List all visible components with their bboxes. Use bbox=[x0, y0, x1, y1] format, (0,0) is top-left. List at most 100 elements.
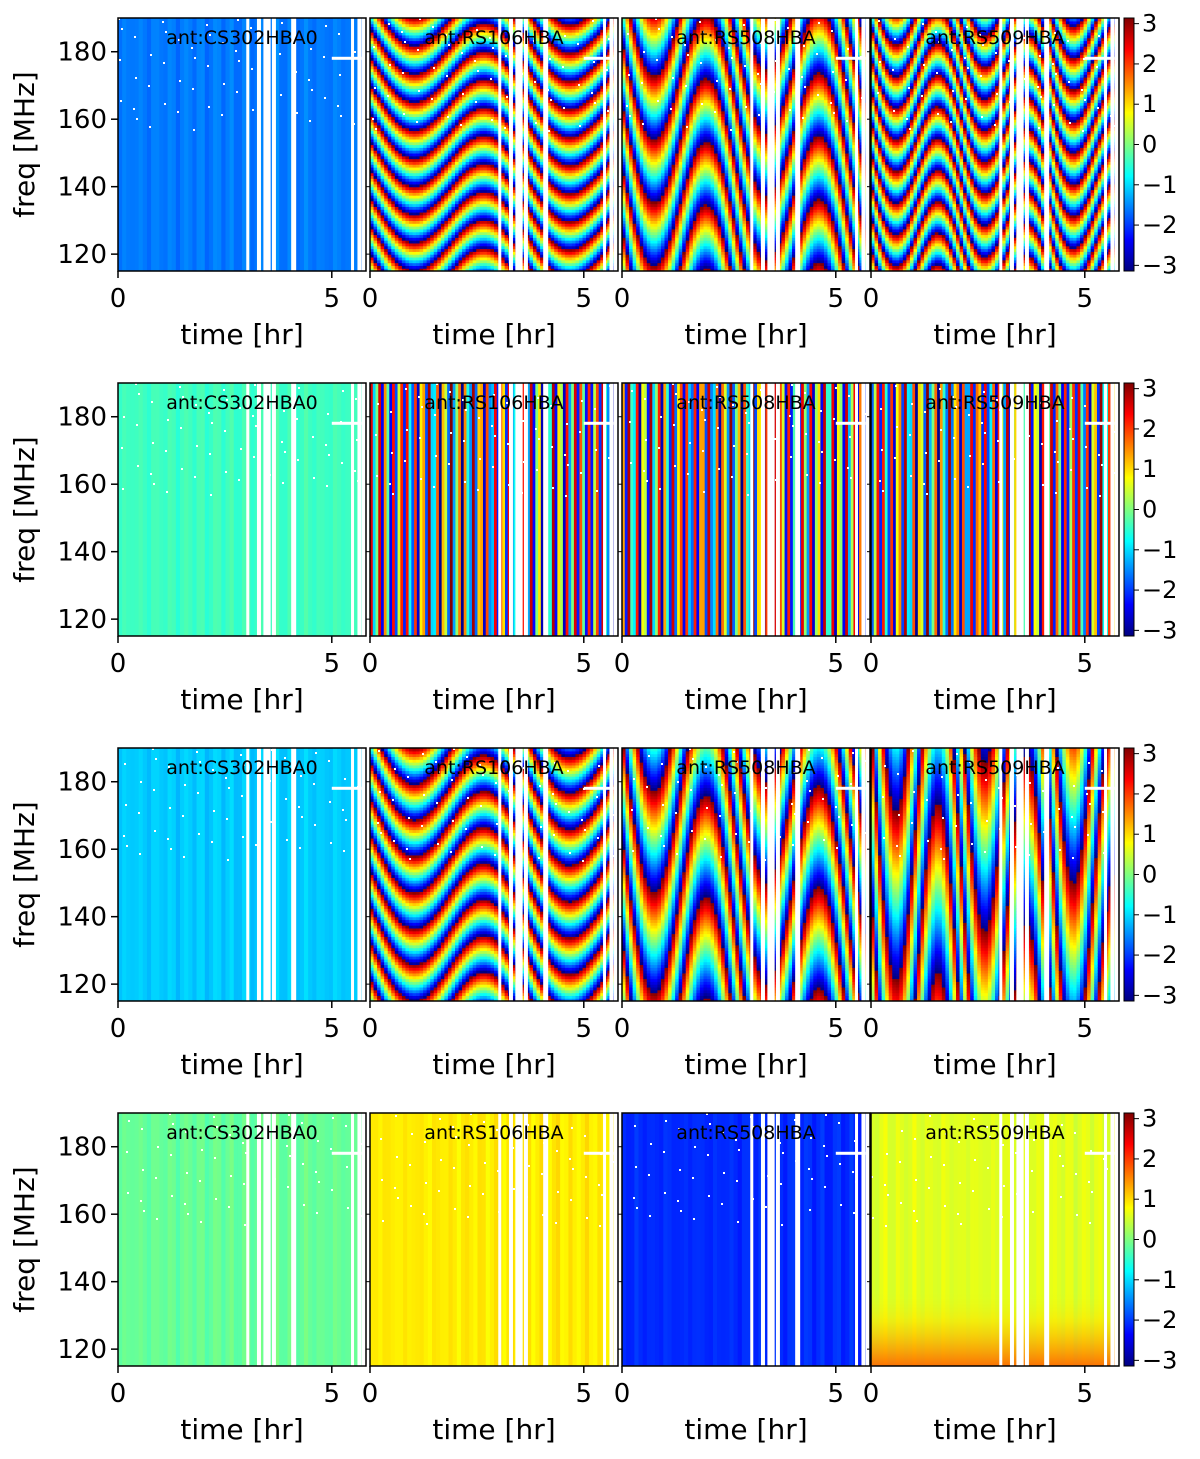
x-tick-label: 0 bbox=[614, 649, 631, 679]
colorbar-tick-label: −1 bbox=[1142, 171, 1177, 199]
colorbar-tick-label: −3 bbox=[1142, 251, 1177, 279]
y-tick-label: 120 bbox=[57, 605, 107, 635]
x-axis-label: time [hr] bbox=[933, 318, 1056, 351]
panel-title: ant:RS509HBA bbox=[925, 392, 1064, 414]
y-tick-label: 180 bbox=[57, 38, 107, 68]
x-axis-label: time [hr] bbox=[933, 1413, 1056, 1446]
y-tick-label: 160 bbox=[57, 105, 107, 135]
panel-title: ant:RS106HBA bbox=[424, 757, 563, 779]
heatmap-panel-r3-p3: ant:RS508HBA 0 5 time [hr] bbox=[614, 747, 871, 1081]
colorbar-tick-label: −2 bbox=[1142, 576, 1177, 604]
x-tick-label: 5 bbox=[324, 284, 341, 314]
x-tick-label: 0 bbox=[614, 1014, 631, 1044]
x-tick-label: 5 bbox=[576, 284, 593, 314]
y-axis-label: freq [MHz] bbox=[8, 801, 41, 947]
x-tick-label: 5 bbox=[576, 1379, 593, 1409]
x-axis-label: time [hr] bbox=[933, 683, 1056, 716]
y-tick-label: 140 bbox=[57, 903, 107, 933]
colorbar-tick-label: −1 bbox=[1142, 1266, 1177, 1294]
y-axis-label: freq [MHz] bbox=[8, 436, 41, 582]
colorbar-tick-label: 3 bbox=[1142, 1105, 1157, 1133]
colorbar-tick-label: 1 bbox=[1142, 455, 1157, 483]
x-tick-label: 5 bbox=[1077, 1014, 1094, 1044]
x-axis-label: time [hr] bbox=[432, 683, 555, 716]
x-axis-label: time [hr] bbox=[684, 1413, 807, 1446]
colorbar-tick-label: −2 bbox=[1142, 1306, 1177, 1334]
x-tick-label: 0 bbox=[110, 284, 127, 314]
heatmap-panel-r4-p3: ant:RS508HBA 0 5 time [hr] bbox=[614, 1112, 871, 1446]
heatmap-panel-r1-p2: ant:RS106HBA 0 5 time [hr] bbox=[362, 17, 619, 351]
colorbar-tick-label: −1 bbox=[1142, 536, 1177, 564]
x-tick-label: 0 bbox=[614, 284, 631, 314]
x-axis-label: time [hr] bbox=[432, 318, 555, 351]
panel-title: ant:RS509HBA bbox=[925, 1122, 1064, 1144]
x-axis-label: time [hr] bbox=[180, 318, 303, 351]
x-tick-label: 5 bbox=[324, 1014, 341, 1044]
panel-title: ant:CS302HBA0 bbox=[166, 392, 318, 414]
colorbar-tick-label: 3 bbox=[1142, 10, 1157, 38]
heatmap-panel-r4-p2: ant:RS106HBA 0 5 time [hr] bbox=[362, 1112, 619, 1446]
x-axis-label: time [hr] bbox=[432, 1048, 555, 1081]
x-tick-label: 5 bbox=[576, 649, 593, 679]
colorbar-tick-label: 0 bbox=[1142, 1226, 1157, 1254]
x-tick-label: 5 bbox=[1077, 1379, 1094, 1409]
x-tick-label: 5 bbox=[1077, 284, 1094, 314]
x-axis-label: time [hr] bbox=[180, 683, 303, 716]
colorbar-tick-label: 2 bbox=[1142, 50, 1157, 78]
y-tick-label: 180 bbox=[57, 1133, 107, 1163]
x-tick-label: 0 bbox=[863, 284, 880, 314]
colorbar-tick-label: −3 bbox=[1142, 1346, 1177, 1374]
x-axis-label: time [hr] bbox=[933, 1048, 1056, 1081]
y-tick-label: 120 bbox=[57, 240, 107, 270]
colorbar-tick-label: 0 bbox=[1142, 496, 1157, 524]
panel-title: ant:RS508HBA bbox=[676, 757, 815, 779]
colorbar-tick-label: −2 bbox=[1142, 941, 1177, 969]
panel-title: ant:RS106HBA bbox=[424, 392, 563, 414]
colorbar-tick-label: 2 bbox=[1142, 415, 1157, 443]
heatmap-panel-r1-p3: ant:RS508HBA 0 5 time [hr] bbox=[614, 17, 871, 351]
x-tick-label: 0 bbox=[863, 649, 880, 679]
colorbar-tick-label: −2 bbox=[1142, 211, 1177, 239]
x-tick-label: 0 bbox=[863, 1379, 880, 1409]
x-tick-label: 0 bbox=[863, 1014, 880, 1044]
panel-title: ant:RS509HBA bbox=[925, 27, 1064, 49]
y-tick-label: 180 bbox=[57, 768, 107, 798]
x-tick-label: 5 bbox=[1077, 649, 1094, 679]
x-axis-label: time [hr] bbox=[180, 1048, 303, 1081]
panel-title: ant:RS508HBA bbox=[676, 392, 815, 414]
heatmap-panel-r2-p4: ant:RS509HBA 0 5 time [hr] bbox=[863, 382, 1120, 716]
colorbar-tick-label: 1 bbox=[1142, 820, 1157, 848]
panel-title: ant:RS106HBA bbox=[424, 27, 563, 49]
colorbar-r4: 3 2 1 0 −1 −2 −3 bbox=[1123, 1105, 1177, 1374]
x-tick-label: 0 bbox=[614, 1379, 631, 1409]
colorbar-r1: 3 2 1 0 −1 −2 −3 bbox=[1123, 10, 1177, 279]
x-tick-label: 5 bbox=[324, 649, 341, 679]
y-tick-label: 140 bbox=[57, 538, 107, 568]
colorbar-tick-label: 3 bbox=[1142, 375, 1157, 403]
heatmap-panel-r3-p4: ant:RS509HBA 0 5 time [hr] bbox=[863, 747, 1120, 1081]
x-tick-label: 5 bbox=[828, 1379, 845, 1409]
panel-title: ant:RS509HBA bbox=[925, 757, 1064, 779]
x-tick-label: 5 bbox=[828, 649, 845, 679]
y-tick-label: 160 bbox=[57, 835, 107, 865]
heatmap-panel-r3-p1: ant:CS302HBA0 0 5 time [hr] 120 140 160 180 freq… bbox=[8, 747, 367, 1081]
colorbar-r3: 3 2 1 0 −1 −2 −3 bbox=[1123, 740, 1177, 1009]
panel-title: ant:CS302HBA0 bbox=[166, 757, 318, 779]
colorbar-tick-label: 1 bbox=[1142, 90, 1157, 118]
colorbar-tick-label: −3 bbox=[1142, 616, 1177, 644]
x-axis-label: time [hr] bbox=[684, 1048, 807, 1081]
x-tick-label: 5 bbox=[324, 1379, 341, 1409]
x-axis-label: time [hr] bbox=[684, 318, 807, 351]
x-axis-label: time [hr] bbox=[684, 683, 807, 716]
heatmap-panel-r2-p3: ant:RS508HBA 0 5 time [hr] bbox=[614, 382, 871, 716]
y-tick-label: 140 bbox=[57, 1268, 107, 1298]
heatmap-panel-r4-p4: ant:RS509HBA 0 5 time [hr] bbox=[863, 1112, 1120, 1446]
y-tick-label: 160 bbox=[57, 1200, 107, 1230]
y-tick-label: 140 bbox=[57, 173, 107, 203]
y-tick-label: 120 bbox=[57, 970, 107, 1000]
panel-title: ant:RS106HBA bbox=[424, 1122, 563, 1144]
x-axis-label: time [hr] bbox=[180, 1413, 303, 1446]
y-tick-label: 180 bbox=[57, 403, 107, 433]
colorbar-tick-label: 0 bbox=[1142, 131, 1157, 159]
